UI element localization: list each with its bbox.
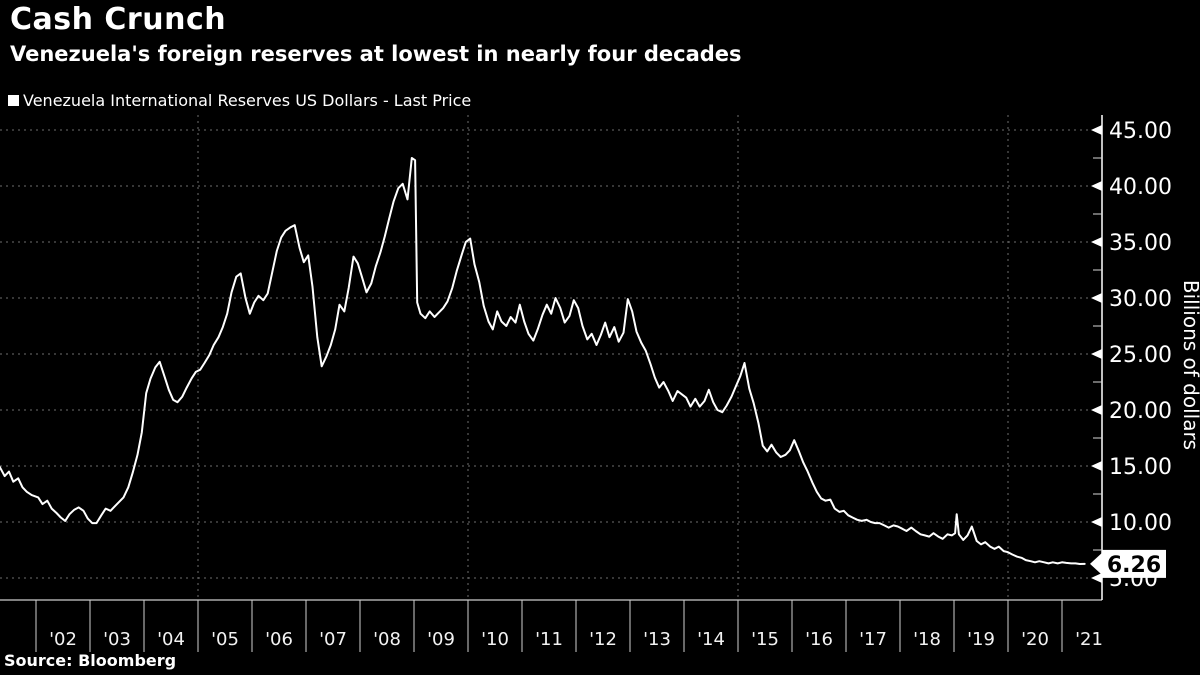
x-tick-label: '18: [913, 629, 941, 650]
y-tick-label: 10.00: [1109, 511, 1172, 536]
y-major-tick-arrow: [1091, 237, 1102, 247]
y-major-tick-arrow: [1091, 349, 1102, 359]
y-tick-label: 40.00: [1109, 175, 1172, 200]
x-tick-label: '20: [1021, 629, 1049, 650]
x-tick-label: '14: [697, 629, 725, 650]
x-tick-label: '12: [589, 629, 617, 650]
y-major-tick-arrow: [1091, 573, 1102, 583]
page-title: Cash Crunch: [10, 2, 227, 37]
x-tick-label: '10: [481, 629, 509, 650]
x-tick-label: '11: [535, 629, 563, 650]
reserves-series-line: [0, 157, 1086, 565]
x-tick-label: '07: [319, 629, 347, 650]
y-major-tick-arrow: [1091, 405, 1102, 415]
x-tick-label: '13: [643, 629, 671, 650]
x-tick-label: '16: [805, 629, 833, 650]
source-note: Source: Bloomberg: [4, 651, 177, 670]
x-tick-label: '04: [157, 629, 185, 650]
y-major-tick-arrow: [1091, 293, 1102, 303]
legend-label: Venezuela International Reserves US Doll…: [23, 91, 472, 110]
x-tick-label: '09: [427, 629, 455, 650]
y-major-tick-arrow: [1091, 461, 1102, 471]
y-major-tick-arrow: [1091, 181, 1102, 191]
x-tick-label: '21: [1075, 629, 1103, 650]
x-tick-label: '05: [211, 629, 239, 650]
x-tick-label: '06: [265, 629, 293, 650]
legend-swatch-icon: [8, 95, 19, 106]
x-tick-label: '19: [967, 629, 995, 650]
y-major-tick-arrow: [1091, 517, 1102, 527]
page-subtitle: Venezuela's foreign reserves at lowest i…: [10, 42, 742, 66]
last-price-label: 6.26: [1107, 553, 1161, 578]
y-tick-label: 25.00: [1109, 343, 1172, 368]
x-tick-label: '03: [103, 629, 131, 650]
y-tick-label: 30.00: [1109, 287, 1172, 312]
last-price-flag-box: [1102, 549, 1166, 578]
y-tick-label: 45.00: [1109, 119, 1172, 144]
chart-legend: Venezuela International Reserves US Doll…: [8, 91, 471, 110]
x-tick-label: '08: [373, 629, 401, 650]
x-tick-label: '15: [751, 629, 779, 650]
y-tick-label: 20.00: [1109, 399, 1172, 424]
x-tick-label: '02: [49, 629, 77, 650]
x-tick-label: '17: [859, 629, 887, 650]
y-tick-label: 35.00: [1109, 231, 1172, 256]
y-tick-label: 15.00: [1109, 455, 1172, 480]
y-major-tick-arrow: [1091, 125, 1102, 135]
last-price-flag-arrow: [1090, 552, 1102, 575]
y-axis-title: Billions of dollars: [1179, 280, 1200, 450]
